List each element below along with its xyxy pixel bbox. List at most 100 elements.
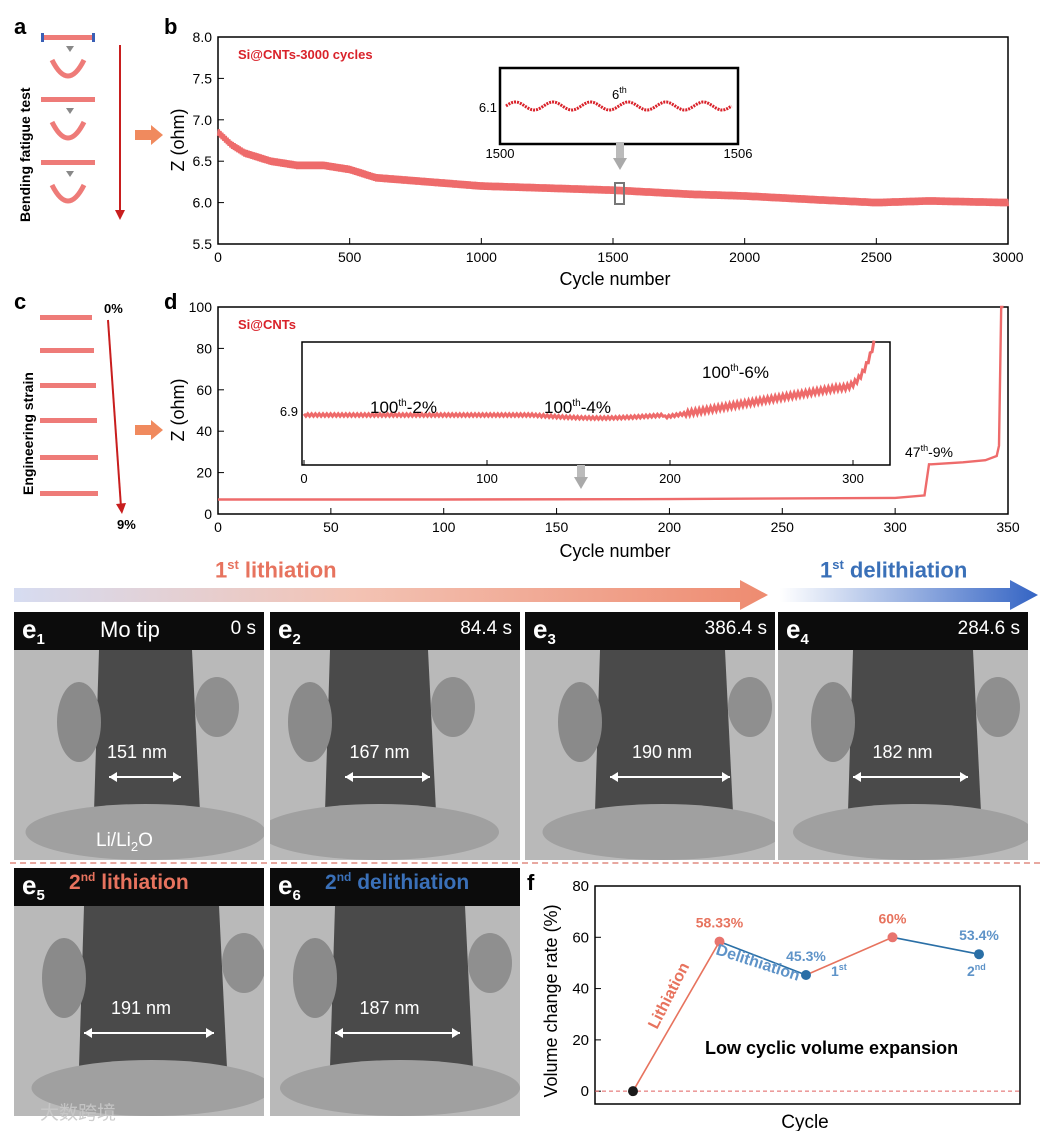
x-tick-label: 100 [432,519,456,535]
tem-image-e2: e2 84.4 s 167 nm [270,612,520,860]
watermark: 大数跨境 [40,1103,117,1124]
chart-d-series-line [218,305,1004,501]
nanostructure [848,650,981,812]
y-tick-label: 80 [572,878,589,895]
tem-width-label: 167 nm [349,742,410,762]
chart-b-ylabel: Z (ohm) [168,109,188,172]
y-tick-label: 60 [196,382,212,398]
tem-width-label: 190 nm [632,742,693,762]
panel-c-schematic: c Engineering strain 0% 9% [14,289,136,532]
chart-f: f 0 20 40 60 80 58.33% 45.3% 60% 53.4% Cycle Vol… [527,870,1021,1133]
chart-f-tag-1: 1st [831,962,847,979]
panel-b-letter: b [164,14,177,39]
bending-test-title: Bending fatigue test [17,87,33,222]
panel-d-letter: d [164,289,177,314]
panel-f: f 0 20 40 60 80 58.33% 45.3% 60% 53.4% Cycle Vol… [525,866,1045,1133]
strain-steps [40,315,98,496]
chart-f-segment [719,940,807,976]
tem-time: 386.4 s [704,618,767,639]
y-tick-label: 20 [196,465,212,481]
strain-arrow [107,319,122,508]
chart-f-axes: 0 20 40 60 80 58.33% 45.3% 60% 53.4% [572,878,1021,1105]
x-tick-label: 3000 [992,249,1023,265]
strain-start: 0% [104,301,123,316]
y-tick-label: 5.5 [193,236,213,252]
chart-f-data-label: 60% [878,910,907,926]
nanostructure [330,906,473,1068]
chart-f-ylabel: Volume change rate (%) [541,904,561,1097]
tem-time: 84.4 s [460,618,512,639]
x-tick-label: 150 [545,519,569,535]
tem-width-label: 187 nm [359,998,420,1018]
chart-f-point [801,969,811,980]
x-tick-label: 500 [338,249,362,265]
tem-panel-id: e5 [22,870,45,905]
tem-width-label: 182 nm [872,742,933,762]
chart-f-segment [632,941,721,1092]
delithiation-arrow [780,580,1038,610]
tem-width-label: 151 nm [107,742,168,762]
tem-image-e6: e6 2nd delithiation 187 nm [270,868,520,1116]
chart-d-inset-label-4: 100th-4% [544,398,611,417]
tem-panel-id: e4 [786,614,809,649]
mo-tip-region [270,612,520,650]
tem-panel-id: e2 [278,614,301,649]
chart-f-lithiation-note: Lithiation [645,960,693,1032]
x-tick-label: 1000 [466,249,497,265]
y-tick-label: 7.0 [193,112,213,128]
inset-tick-label: 200 [659,471,681,486]
mo-tip-region [14,868,264,906]
chart-d-inset-value: 6.9 [280,404,298,419]
inset-tick-label: 0 [300,471,307,486]
chart-b-series-line [216,129,1010,207]
chart-b-inset-xstart: 1500 [486,146,515,161]
chart-f-tag-2: 2nd [967,962,986,979]
chart-f-segment [892,936,980,956]
chart-f-data-label: 45.3% [786,948,826,964]
y-tick-label: 8.0 [193,29,213,45]
y-tick-label: 0 [204,506,212,522]
nanostructure [325,650,436,812]
mo-tip-region [14,612,264,650]
chart-b-inset-xend: 1506 [724,146,753,161]
chart-d-inset-label-6: 100th-6% [702,363,769,382]
chart-f-point [628,1086,638,1097]
y-tick-label: 100 [189,299,213,315]
panel-c-letter: c [14,289,26,314]
nanostructure [94,650,200,812]
chart-d-legend: Si@CNTs [238,317,296,332]
tem-caption: 2nd lithiation [69,870,189,894]
y-tick-label: 80 [196,340,212,356]
li-li2o-label: Li/Li2O [96,830,153,854]
chart-d-inset-label-2: 100th-2% [370,398,437,417]
chart-d-inset-curve [302,340,876,422]
x-tick-label: 0 [214,249,222,265]
strain-end: 9% [117,517,136,532]
chart-b-inset-cycle: 6th [612,85,627,102]
chart-f-data-label: 53.4% [959,927,999,943]
chart-b-legend: Si@CNTs-3000 cycles [238,47,373,62]
chart-d-ylabel: Z (ohm) [168,379,188,442]
x-tick-label: 50 [323,519,339,535]
panel-c-arrow-icon [135,420,165,445]
chart-f-note: Low cyclic volume expansion [705,1038,958,1058]
tem-image-e3: e3 386.4 s 190 nm [525,612,775,860]
x-tick-label: 0 [214,519,222,535]
mo-tip-region [270,868,520,906]
chart-f-data-label: 58.33% [696,915,744,931]
tem-image-e4: e4 284.6 s 182 nm [778,612,1028,860]
y-tick-label: 40 [572,981,589,998]
x-tick-label: 350 [996,519,1020,535]
tem-width-label: 191 nm [111,998,172,1018]
section-divider [10,862,1040,864]
tem-panel-id: e3 [533,614,556,649]
x-tick-label: 1500 [597,249,628,265]
y-tick-label: 40 [196,423,212,439]
chart-d-label-9: 47th-9% [905,443,953,460]
chart-d: d 0 50 100 150 200 250 300 350 0 20 40 60 80 100 Si@C… [164,289,1020,561]
tem-time: 284.6 s [957,618,1020,639]
mo-tip-region [778,612,1028,650]
x-tick-label: 300 [883,519,907,535]
y-tick-label: 20 [572,1032,589,1049]
mo-tip-label: Mo tip [100,617,160,642]
